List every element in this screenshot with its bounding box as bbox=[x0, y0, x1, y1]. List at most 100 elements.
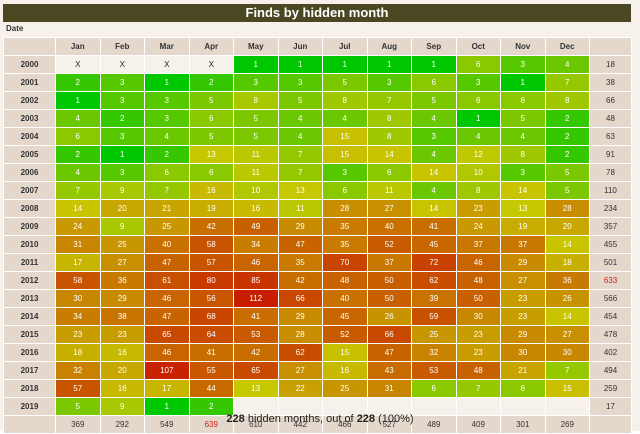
month-count-cell: 15 bbox=[544, 379, 590, 398]
month-count-cell: 5 bbox=[544, 181, 590, 200]
month-count-cell: 72 bbox=[411, 253, 457, 272]
month-count-cell: 47 bbox=[366, 343, 412, 362]
year-total-cell: 259 bbox=[589, 379, 632, 398]
month-header: Apr bbox=[188, 37, 234, 56]
month-count-cell: 41 bbox=[233, 307, 279, 326]
month-count-cell: 23 bbox=[455, 199, 501, 218]
month-count-cell: 7 bbox=[277, 163, 323, 182]
year-label: 2017 bbox=[3, 361, 56, 380]
month-count-cell: 35 bbox=[277, 253, 323, 272]
month-count-cell: 48 bbox=[455, 271, 501, 290]
month-count-cell: 6 bbox=[455, 91, 501, 110]
month-count-cell: 40 bbox=[366, 217, 412, 236]
month-count-cell: 107 bbox=[144, 361, 190, 380]
month-count-cell: 17 bbox=[55, 253, 101, 272]
month-count-cell: 48 bbox=[455, 361, 501, 380]
month-count-cell: 41 bbox=[188, 343, 234, 362]
month-count-cell: 50 bbox=[455, 289, 501, 308]
year-row: 2007 7 9 7 16 10 13 6 11 4 8 14 5 110 bbox=[3, 181, 632, 200]
month-count-cell: 2 bbox=[544, 127, 590, 146]
month-count-cell: 29 bbox=[277, 307, 323, 326]
month-count-cell: 19 bbox=[500, 217, 546, 236]
month-count-cell: 37 bbox=[500, 235, 546, 254]
month-count-cell: 15 bbox=[322, 145, 368, 164]
year-total-cell: 455 bbox=[589, 235, 632, 254]
month-count-cell: 6 bbox=[188, 109, 234, 128]
month-count-cell: 2 bbox=[144, 145, 190, 164]
month-count-cell: 6 bbox=[455, 55, 501, 74]
month-count-cell: 5 bbox=[188, 127, 234, 146]
month-count-cell: 17 bbox=[144, 379, 190, 398]
month-count-cell: 9 bbox=[99, 217, 145, 236]
finds-grid-table: Jan Feb Mar Apr May Jun Jul Aug Sep Oct Nov Dec 200… bbox=[3, 37, 632, 434]
month-count-cell: 7 bbox=[455, 379, 501, 398]
month-count-cell: 30 bbox=[55, 289, 101, 308]
month-count-cell: 16 bbox=[322, 361, 368, 380]
month-count-cell: 4 bbox=[55, 109, 101, 128]
month-count-cell: 23 bbox=[500, 289, 546, 308]
month-count-cell: 31 bbox=[55, 235, 101, 254]
year-total-cell: 110 bbox=[589, 181, 632, 200]
month-count-cell: 2 bbox=[99, 109, 145, 128]
month-count-cell: 80 bbox=[188, 271, 234, 290]
page-title: Finds by hidden month bbox=[3, 4, 631, 22]
month-count-cell: 9 bbox=[233, 91, 279, 110]
month-count-cell: 11 bbox=[277, 199, 323, 218]
month-count-cell: 1 bbox=[322, 55, 368, 74]
year-label: 2008 bbox=[3, 199, 56, 218]
month-count-cell: 25 bbox=[144, 217, 190, 236]
month-count-cell: 66 bbox=[277, 289, 323, 308]
month-count-cell: 70 bbox=[322, 253, 368, 272]
month-count-cell: 36 bbox=[544, 271, 590, 290]
year-total-cell: 566 bbox=[589, 289, 632, 308]
month-count-cell: 45 bbox=[411, 235, 457, 254]
month-count-cell: 18 bbox=[55, 343, 101, 362]
year-label: 2019 bbox=[3, 397, 56, 416]
month-count-cell: 44 bbox=[188, 379, 234, 398]
month-count-cell: 10 bbox=[455, 163, 501, 182]
year-total-cell: 357 bbox=[589, 217, 632, 236]
month-count-cell: 4 bbox=[55, 163, 101, 182]
month-header: Aug bbox=[366, 37, 412, 56]
month-count-cell: 47 bbox=[144, 253, 190, 272]
month-count-cell: 35 bbox=[322, 217, 368, 236]
month-header: Sep bbox=[411, 37, 457, 56]
month-count-cell: 29 bbox=[500, 253, 546, 272]
month-count-cell: 1 bbox=[144, 73, 190, 92]
month-count-cell: 3 bbox=[411, 127, 457, 146]
month-header: Nov bbox=[500, 37, 546, 56]
month-count-cell: 7 bbox=[544, 361, 590, 380]
month-total-cell: 610 bbox=[233, 415, 279, 434]
month-count-cell: 58 bbox=[55, 271, 101, 290]
year-label: 2007 bbox=[3, 181, 56, 200]
month-count-cell bbox=[411, 397, 457, 416]
month-count-cell: 2 bbox=[188, 397, 234, 416]
month-count-cell: 47 bbox=[144, 307, 190, 326]
month-count-cell: 6 bbox=[411, 379, 457, 398]
month-count-cell: 6 bbox=[411, 73, 457, 92]
month-count-cell: 4 bbox=[322, 109, 368, 128]
month-count-cell: 8 bbox=[366, 127, 412, 146]
month-count-cell bbox=[500, 397, 546, 416]
month-count-cell: 2 bbox=[544, 145, 590, 164]
month-count-cell: 29 bbox=[500, 325, 546, 344]
month-count-cell: 14 bbox=[544, 235, 590, 254]
month-count-cell: 14 bbox=[544, 307, 590, 326]
month-count-cell: 28 bbox=[322, 199, 368, 218]
month-total-cell: 442 bbox=[277, 415, 323, 434]
year-label: 2012 bbox=[3, 271, 56, 290]
month-count-cell: 39 bbox=[411, 289, 457, 308]
month-count-cell: 57 bbox=[188, 253, 234, 272]
month-count-cell: 50 bbox=[366, 289, 412, 308]
year-label: 2013 bbox=[3, 289, 56, 308]
month-count-cell: 3 bbox=[233, 73, 279, 92]
month-count-cell: 23 bbox=[455, 343, 501, 362]
month-count-cell: 40 bbox=[144, 235, 190, 254]
year-label: 2018 bbox=[3, 379, 56, 398]
month-count-cell: 7 bbox=[366, 91, 412, 110]
month-header: Mar bbox=[144, 37, 190, 56]
month-count-cell: 46 bbox=[144, 289, 190, 308]
month-count-cell: 14 bbox=[55, 199, 101, 218]
month-count-cell: 59 bbox=[411, 307, 457, 326]
month-count-cell: 28 bbox=[544, 199, 590, 218]
